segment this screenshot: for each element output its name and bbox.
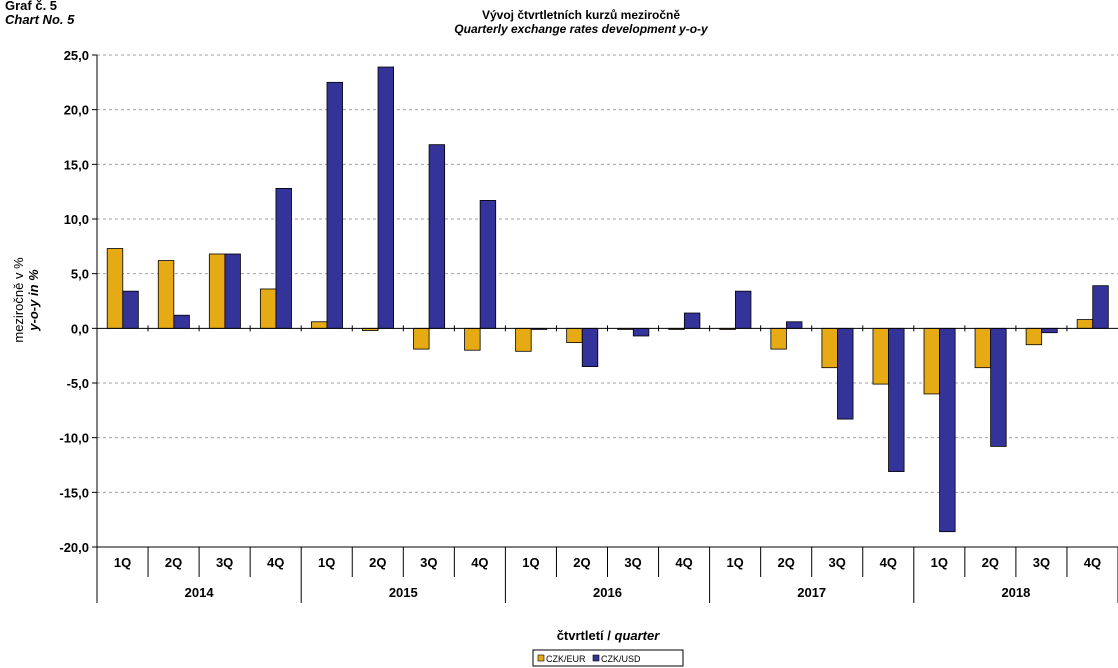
legend-label-eur: CZK/EUR bbox=[546, 654, 586, 664]
bar-czk-usd bbox=[1041, 327, 1058, 334]
x-axis-label-cz: čtvrtletí / bbox=[557, 628, 615, 643]
bar-czk-usd bbox=[224, 253, 241, 329]
bar-czk-usd bbox=[122, 290, 139, 329]
bar-czk-eur bbox=[259, 288, 277, 329]
y-axis-label-en: y-o-y in % bbox=[26, 269, 41, 332]
bar-czk-eur bbox=[923, 327, 940, 395]
y-axis-label: meziročně v % bbox=[11, 257, 26, 343]
bar-czk-eur bbox=[974, 327, 992, 369]
x-tick-label: 1Q bbox=[726, 555, 743, 570]
bar-czk-eur bbox=[1076, 319, 1094, 329]
chart-number-cz: Graf č. 5 bbox=[5, 0, 58, 13]
bars bbox=[106, 66, 1109, 533]
bar-czk-usd bbox=[479, 200, 497, 329]
bar-czk-eur bbox=[157, 260, 175, 329]
y-tick-label: 10,0 bbox=[64, 212, 89, 227]
y-tick-label: -5,0 bbox=[67, 376, 89, 391]
gridlines bbox=[97, 54, 1118, 493]
bar-czk-eur bbox=[515, 327, 532, 352]
bar-czk-usd bbox=[632, 327, 650, 337]
bar-czk-usd bbox=[888, 327, 905, 472]
x-tick-label: 1Q bbox=[522, 555, 539, 570]
axes bbox=[92, 54, 1118, 603]
bar-czk-usd bbox=[428, 144, 446, 329]
x-year-label: 2018 bbox=[1001, 585, 1030, 600]
y-tick-label: 20,0 bbox=[64, 103, 89, 118]
chart-title: Vývoj čtvrtletních kurzů meziročně bbox=[482, 8, 680, 22]
x-year-label: 2014 bbox=[185, 585, 215, 600]
x-year-label: 2015 bbox=[389, 585, 418, 600]
bar-czk-eur bbox=[208, 253, 226, 329]
x-tick-label: 4Q bbox=[880, 555, 897, 570]
legend: CZK/EUR CZK/USD bbox=[532, 649, 684, 667]
bar-czk-usd bbox=[837, 327, 854, 420]
bar-czk-usd bbox=[734, 290, 752, 329]
y-tick-label: -20,0 bbox=[59, 540, 89, 555]
legend-swatch-eur bbox=[537, 654, 545, 662]
y-tick-label: 5,0 bbox=[71, 267, 89, 282]
chart-number-en: Chart No. 5 bbox=[5, 12, 75, 27]
x-tick-label: 4Q bbox=[675, 555, 692, 570]
bar-czk-usd bbox=[326, 81, 343, 329]
bar-czk-usd bbox=[683, 312, 701, 329]
x-tick-label: 3Q bbox=[216, 555, 233, 570]
bar-czk-usd bbox=[990, 327, 1007, 447]
x-axis-label-en: quarter bbox=[615, 628, 661, 643]
bar-czk-eur bbox=[872, 327, 889, 385]
x-tick-label: 3Q bbox=[829, 555, 846, 570]
x-tick-label: 1Q bbox=[931, 555, 948, 570]
bar-czk-usd bbox=[581, 327, 599, 368]
y-tick-label: 15,0 bbox=[64, 157, 89, 172]
x-tick-label: 4Q bbox=[471, 555, 488, 570]
x-tick-label: 2Q bbox=[982, 555, 999, 570]
bar-czk-usd bbox=[173, 314, 190, 329]
bar-czk-eur bbox=[566, 327, 583, 343]
legend-swatch-usd bbox=[592, 654, 600, 662]
bar-czk-eur bbox=[1025, 327, 1043, 346]
bar-czk-usd bbox=[1092, 285, 1109, 329]
legend-label-usd: CZK/USD bbox=[601, 654, 641, 664]
x-tick-label: 2Q bbox=[573, 555, 590, 570]
bar-czk-usd bbox=[377, 66, 395, 329]
y-tick-label: -10,0 bbox=[59, 431, 89, 446]
x-tick-label: 4Q bbox=[267, 555, 284, 570]
bar-czk-usd bbox=[275, 187, 292, 329]
y-tick-label: -15,0 bbox=[59, 485, 89, 500]
bar-czk-eur bbox=[464, 327, 481, 351]
y-tick-label: 0,0 bbox=[71, 321, 89, 336]
bar-czk-eur bbox=[821, 327, 838, 369]
bar-czk-usd bbox=[939, 327, 956, 533]
x-year-label: 2016 bbox=[593, 585, 622, 600]
x-tick-label: 2Q bbox=[369, 555, 386, 570]
y-tick-label: 25,0 bbox=[64, 48, 89, 63]
bar-czk-eur bbox=[106, 248, 124, 329]
bar-czk-eur bbox=[413, 327, 430, 350]
bar-czk-eur bbox=[311, 321, 328, 329]
x-tick-label: 1Q bbox=[114, 555, 131, 570]
x-tick-label: 3Q bbox=[420, 555, 437, 570]
x-tick-labels: 1Q 2Q 3Q 4Q 1Q 2Q 3Q 4Q 1Q 2Q 3Q 4Q 1Q 2Q 3Q 4Q 1Q 2Q 3Q 4Q… bbox=[114, 555, 1101, 600]
chart-subtitle: Quarterly exchange rates development y-o… bbox=[454, 22, 709, 36]
x-tick-label: 2Q bbox=[165, 555, 182, 570]
x-year-label: 2017 bbox=[797, 585, 826, 600]
x-tick-label: 1Q bbox=[318, 555, 335, 570]
x-tick-label: 2Q bbox=[778, 555, 795, 570]
x-axis-label: čtvrtletí / quarter bbox=[557, 628, 661, 643]
bar-czk-usd bbox=[786, 321, 803, 329]
x-tick-label: 4Q bbox=[1084, 555, 1101, 570]
y-tick-labels: 25,0 20,0 15,0 10,0 5,0 0,0 -5,0 -10,0 -15,0 -20,… bbox=[59, 48, 89, 555]
x-tick-label: 3Q bbox=[1033, 555, 1050, 570]
legend-box bbox=[532, 649, 684, 667]
x-tick-label: 3Q bbox=[624, 555, 641, 570]
bar-czk-eur bbox=[770, 327, 787, 350]
